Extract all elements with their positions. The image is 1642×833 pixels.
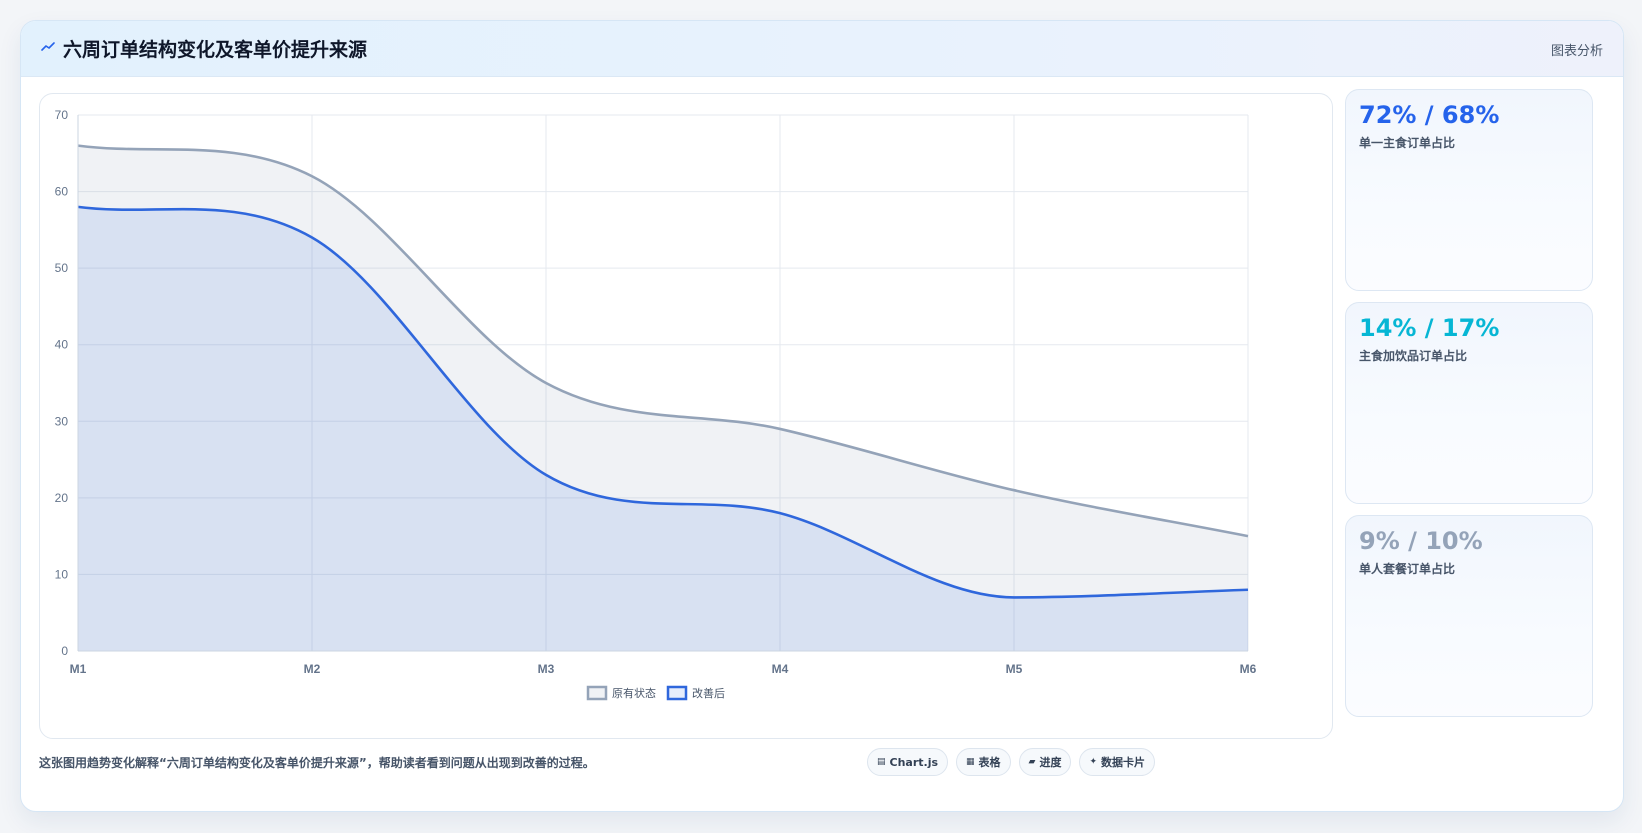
trend-line-icon (41, 42, 55, 51)
y-tick-label: 60 (55, 185, 69, 199)
stat-card-staple-drink: 14% / 17% 主食加饮品订单占比 (1345, 302, 1593, 504)
y-tick-label: 50 (55, 261, 69, 275)
stat-value: 72% / 68% (1359, 101, 1500, 129)
tech-chips: ▤ Chart.js ▦ 表格 ▰ 进度 ✦ 数据卡片 (867, 748, 1156, 776)
stat-card-single-staple: 72% / 68% 单一主食订单占比 (1345, 89, 1593, 291)
series-line (77, 205, 1249, 599)
x-tick-label: M3 (538, 662, 555, 676)
stat-label: 主食加饮品订单占比 (1359, 349, 1468, 363)
y-tick-label: 30 (55, 414, 69, 428)
stat-card-single-set-meal: 9% / 10% 单人套餐订单占比 (1345, 515, 1593, 717)
stat-value: 14% / 17% (1359, 314, 1500, 342)
panel-header: 六周订单结构变化及客单价提升来源 图表分析 (21, 21, 1623, 77)
chip-label: 进度 (1039, 756, 1062, 769)
chip-label: Chart.js (889, 755, 939, 769)
legend-label: 改善后 (692, 686, 725, 700)
y-tick-label: 20 (55, 491, 69, 505)
stat-value: 9% / 10% (1359, 527, 1483, 555)
area-chart: 0 10 20 30 40 50 60 70 M1 M2 M3 M4 M5 M6 原有状态 改善后 (55, 108, 1257, 701)
table-icon: ▦ (966, 757, 975, 767)
chart-icon: ▤ (877, 757, 886, 767)
chip-data-card[interactable]: ✦ 数据卡片 (1079, 748, 1156, 776)
sparkle-icon: ✦ (1089, 757, 1098, 767)
chip-chartjs[interactable]: ▤ Chart.js (867, 748, 949, 776)
chart-card: 0 10 20 30 40 50 60 70 M1 M2 M3 M4 M5 M6 原有状态 改善后 (39, 93, 1333, 739)
chip-label: 数据卡片 (1101, 756, 1146, 769)
chart-caption: 这张图用趋势变化解释“六周订单结构变化及客单价提升来源”，帮助读者看到问题从出现… (39, 756, 595, 770)
legend-label: 原有状态 (612, 686, 656, 700)
chart-panel: 六周订单结构变化及客单价提升来源 图表分析 0 10 20 30 40 50 60 70 M1 M… (20, 20, 1624, 812)
legend-swatch (666, 685, 688, 701)
y-tick-label: 10 (55, 567, 69, 581)
chart-analysis-tag: 图表分析 (1550, 44, 1603, 59)
chip-table[interactable]: ▦ 表格 (956, 748, 1011, 776)
y-tick-label: 0 (61, 644, 68, 658)
y-tick-label: 40 (55, 338, 69, 352)
series-line (77, 144, 1249, 538)
series-area (78, 145, 1248, 651)
x-tick-label: M2 (304, 662, 321, 676)
page-title: 六周订单结构变化及客单价提升来源 (63, 39, 368, 61)
stat-label: 单一主食订单占比 (1359, 136, 1456, 150)
x-tick-label: M4 (772, 662, 789, 676)
series-area (78, 206, 1248, 651)
x-tick-label: M6 (1240, 662, 1257, 676)
x-tick-label: M1 (70, 662, 87, 676)
legend-swatch (586, 685, 608, 701)
chip-progress[interactable]: ▰ 进度 (1018, 748, 1072, 776)
chip-label: 表格 (978, 756, 1001, 769)
y-tick-label: 70 (55, 108, 69, 122)
stat-label: 单人套餐订单占比 (1359, 562, 1456, 576)
progress-icon: ▰ (1028, 757, 1036, 767)
x-tick-label: M5 (1006, 662, 1023, 676)
